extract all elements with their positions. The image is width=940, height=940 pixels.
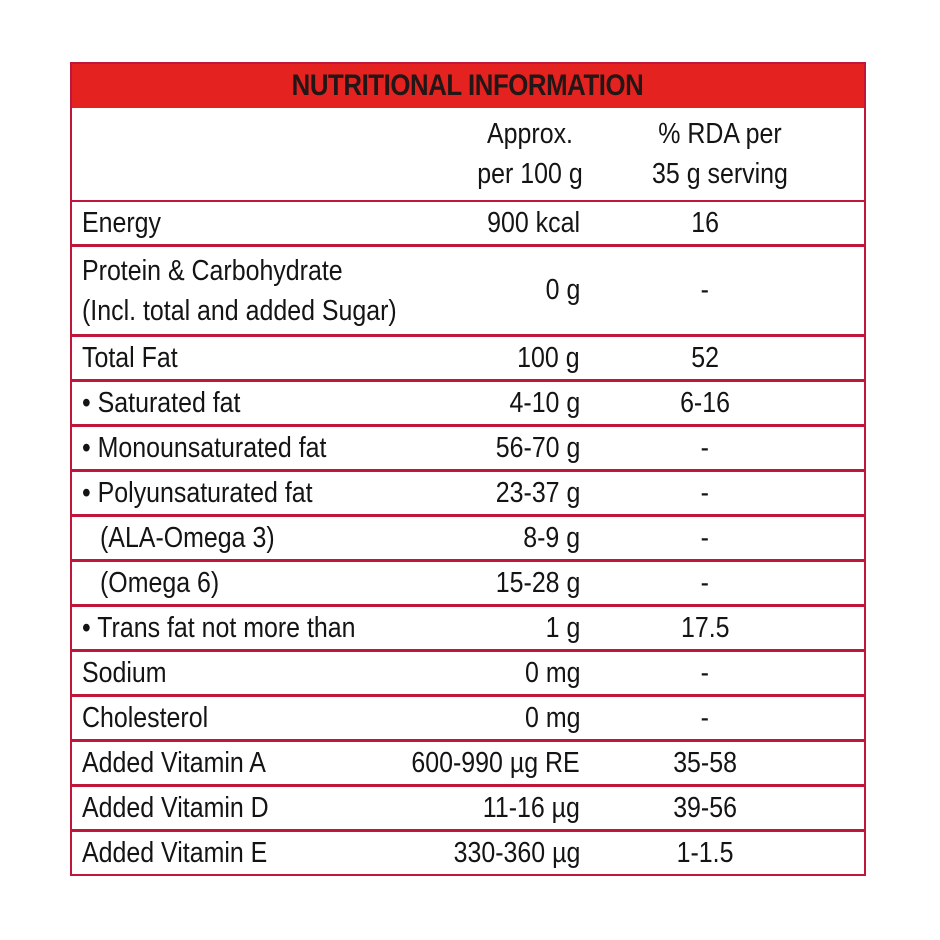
nutrient-name: Added Vitamin E (82, 836, 268, 869)
nutrient-name: Cholesterol (82, 701, 209, 734)
nutrient-rda: 39-56 (673, 791, 737, 824)
nutrient-name: (Omega 6) (100, 566, 220, 599)
nutrient-value: 56-70 g (495, 431, 580, 464)
nutrient-value: 900 kcal (487, 206, 580, 239)
nutrient-name: (ALA-Omega 3) (100, 521, 275, 554)
table-row-sodium: Sodium 0 mg - (72, 652, 864, 697)
nutrient-value: 1 g (545, 611, 580, 644)
nutrient-value: 600-990 µg RE (411, 746, 580, 779)
column-header-row: Approx. per 100 g % RDA per 35 g serving (72, 108, 864, 202)
nutrient-value: 330-360 µg (453, 836, 580, 869)
nutrient-value: 100 g (517, 341, 580, 374)
table-row-saturated-fat: • Saturated fat 4-10 g 6-16 (72, 382, 864, 427)
nutrient-name: • Monounsaturated fat (82, 431, 327, 464)
nutrient-rda: 1-1.5 (676, 836, 734, 869)
nutrient-name: Sodium (82, 656, 167, 689)
nutrient-rda: - (700, 566, 710, 599)
nutrient-rda: 52 (691, 341, 719, 374)
table-row-vitamin-e: Added Vitamin E 330-360 µg 1-1.5 (72, 832, 864, 874)
table-row-energy: Energy 900 kcal 16 (72, 202, 864, 247)
table-body: Energy 900 kcal 16 Protein & Carbohydrat… (72, 202, 864, 874)
table-row-vitamin-a: Added Vitamin A 600-990 µg RE 35-58 (72, 742, 864, 787)
table-title: NUTRITIONAL INFORMATION (292, 69, 644, 102)
table-row-protein-carbohydrate: Protein & Carbohydrate (Incl. total and … (72, 247, 864, 337)
table-row-omega-6: (Omega 6) 15-28 g - (72, 562, 864, 607)
nutrient-rda: 16 (691, 206, 719, 239)
nutrient-name: • Trans fat not more than (82, 611, 356, 644)
nutrient-rda: - (700, 476, 710, 509)
nutrient-value: 8-9 g (523, 521, 580, 554)
nutrient-name: Protein & Carbohydrate (Incl. total and … (82, 254, 397, 327)
table-row-total-fat: Total Fat 100 g 52 (72, 337, 864, 382)
column-header-per-100g: Approx. per 100 g (477, 118, 583, 190)
nutrition-table: NUTRITIONAL INFORMATION Approx. per 100 … (70, 62, 866, 876)
nutrient-rda: 6-16 (680, 386, 730, 419)
table-row-cholesterol: Cholesterol 0 mg - (72, 697, 864, 742)
nutrient-value: 23-37 g (495, 476, 580, 509)
nutrient-rda: 17.5 (680, 611, 730, 644)
nutrient-rda: - (700, 521, 710, 554)
table-row-polyunsaturated-fat: • Polyunsaturated fat 23-37 g - (72, 472, 864, 517)
nutrient-value: 15-28 g (495, 566, 580, 599)
table-row-trans-fat: • Trans fat not more than 1 g 17.5 (72, 607, 864, 652)
nutrient-rda: 35-58 (673, 746, 737, 779)
nutrient-name: • Polyunsaturated fat (82, 476, 313, 509)
table-row-ala-omega-3: (ALA-Omega 3) 8-9 g - (72, 517, 864, 562)
nutrient-value: 0 g (545, 274, 580, 306)
nutrient-rda: - (700, 431, 710, 464)
nutrient-rda: - (700, 701, 710, 734)
nutrient-name: Added Vitamin A (82, 746, 266, 779)
nutrient-name: • Saturated fat (82, 386, 241, 419)
nutrient-name: Energy (82, 206, 162, 239)
nutrient-value: 0 mg (524, 701, 580, 734)
column-header-rda: % RDA per 35 g serving (652, 118, 788, 190)
nutrient-name: Added Vitamin D (82, 791, 269, 824)
table-row-monounsaturated-fat: • Monounsaturated fat 56-70 g - (72, 427, 864, 472)
nutrient-value: 11-16 µg (482, 791, 580, 824)
nutrient-value: 4-10 g (509, 386, 580, 419)
nutrient-rda: - (700, 274, 710, 306)
nutrient-name: Total Fat (82, 341, 178, 374)
table-row-vitamin-d: Added Vitamin D 11-16 µg 39-56 (72, 787, 864, 832)
nutrient-rda: - (700, 656, 710, 689)
nutrient-value: 0 mg (524, 656, 580, 689)
title-band: NUTRITIONAL INFORMATION (72, 64, 864, 108)
